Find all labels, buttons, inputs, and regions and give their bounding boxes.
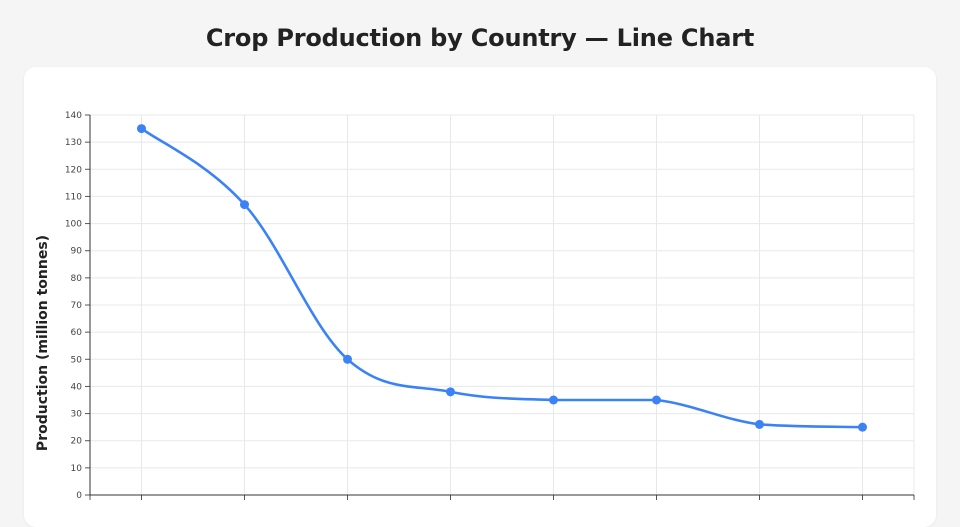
y-axis-label: Production (million tonnes)	[35, 235, 51, 451]
data-points	[137, 124, 867, 432]
data-point	[858, 422, 867, 432]
y-tick-label: 60	[71, 328, 83, 338]
data-point	[652, 395, 661, 405]
y-tick-label: 90	[71, 247, 83, 257]
chart-card: 0 10 20 30 40 50 60 70 80 90 100 110 120 130 140 Produ…	[24, 67, 936, 527]
y-tick-label: 120	[65, 165, 82, 175]
data-point	[240, 200, 249, 210]
y-tick-label: 80	[71, 274, 83, 284]
y-tick-label: 40	[71, 382, 83, 392]
grid	[85, 114, 915, 500]
y-tick-label: 130	[65, 138, 82, 148]
y-tick-labels: 0 10 20 30 40 50 60 70 80 90 100 110 120 130 140	[65, 111, 82, 500]
line-chart: 0 10 20 30 40 50 60 70 80 90 100 110 120 130 140 Produ…	[35, 111, 915, 500]
y-tick-label: 10	[71, 464, 83, 474]
y-tick-label: 20	[71, 437, 83, 447]
data-point	[343, 354, 352, 364]
y-tick-label: 110	[65, 192, 82, 202]
y-tick-label: 50	[71, 355, 83, 365]
axes	[89, 115, 914, 496]
y-tick-label: 100	[65, 220, 82, 230]
y-tick-label: 0	[76, 491, 82, 500]
page-title: Crop Production by Country — Line Chart	[205, 24, 755, 52]
data-point	[137, 124, 146, 134]
y-tick-label: 70	[71, 301, 83, 311]
data-point	[446, 387, 455, 397]
data-point	[549, 395, 558, 405]
data-point	[755, 419, 764, 429]
y-tick-label: 140	[65, 111, 82, 121]
series-line	[140, 127, 864, 429]
y-tick-label: 30	[71, 410, 83, 420]
